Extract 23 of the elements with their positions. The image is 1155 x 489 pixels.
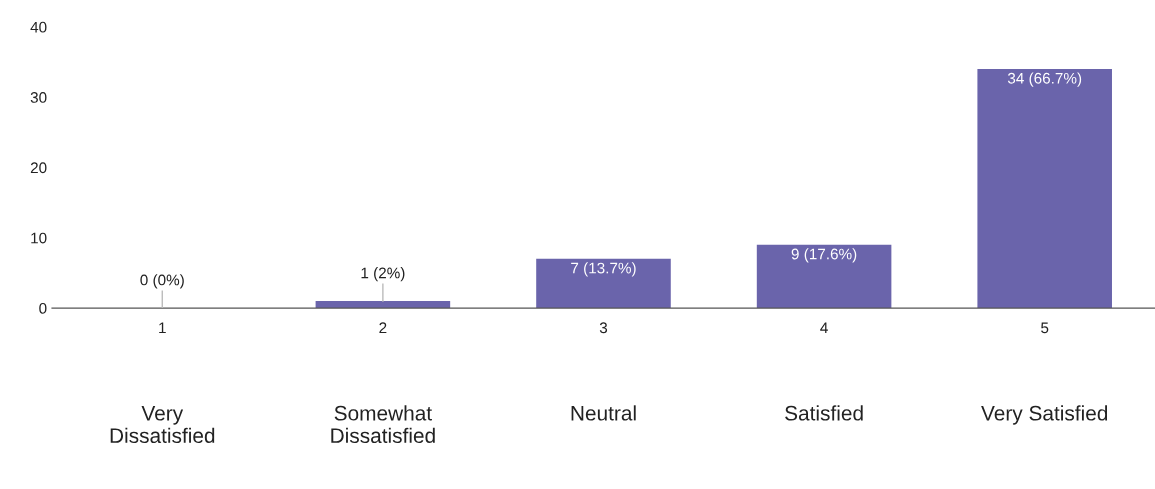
text: Somewhat Dissatisfied: [331, 405, 435, 444]
y-tick-label: 10: [31, 232, 47, 244]
y-tick-label: 20: [30, 162, 47, 174]
bar: [536, 258, 671, 309]
data-label: 34 (66.7%): [1007, 72, 1082, 87]
bar: [756, 244, 892, 309]
data-label: 9 (17.6%): [791, 248, 857, 263]
bar: [977, 69, 1112, 309]
x-tick-label: 1: [159, 322, 166, 334]
data-label: 1 (2%): [361, 267, 405, 282]
x-tick-label: 3: [599, 322, 608, 334]
text: Neutral: [571, 405, 636, 421]
text: Very Dissatisfied: [110, 406, 215, 444]
data-label: 7 (13.7%): [571, 262, 636, 277]
text: Satisfied: [785, 405, 863, 421]
y-tick-label: 0: [39, 302, 47, 314]
data-label: 0 (0%): [140, 274, 184, 289]
x-tick-label: 2: [379, 322, 387, 334]
y-tick-label: 40: [30, 21, 47, 33]
x-tick-label: 5: [1041, 322, 1049, 334]
x-tick-label: 4: [820, 322, 828, 334]
text: Very Satisfied: [981, 405, 1108, 425]
y-tick-label: 30: [30, 92, 47, 103]
